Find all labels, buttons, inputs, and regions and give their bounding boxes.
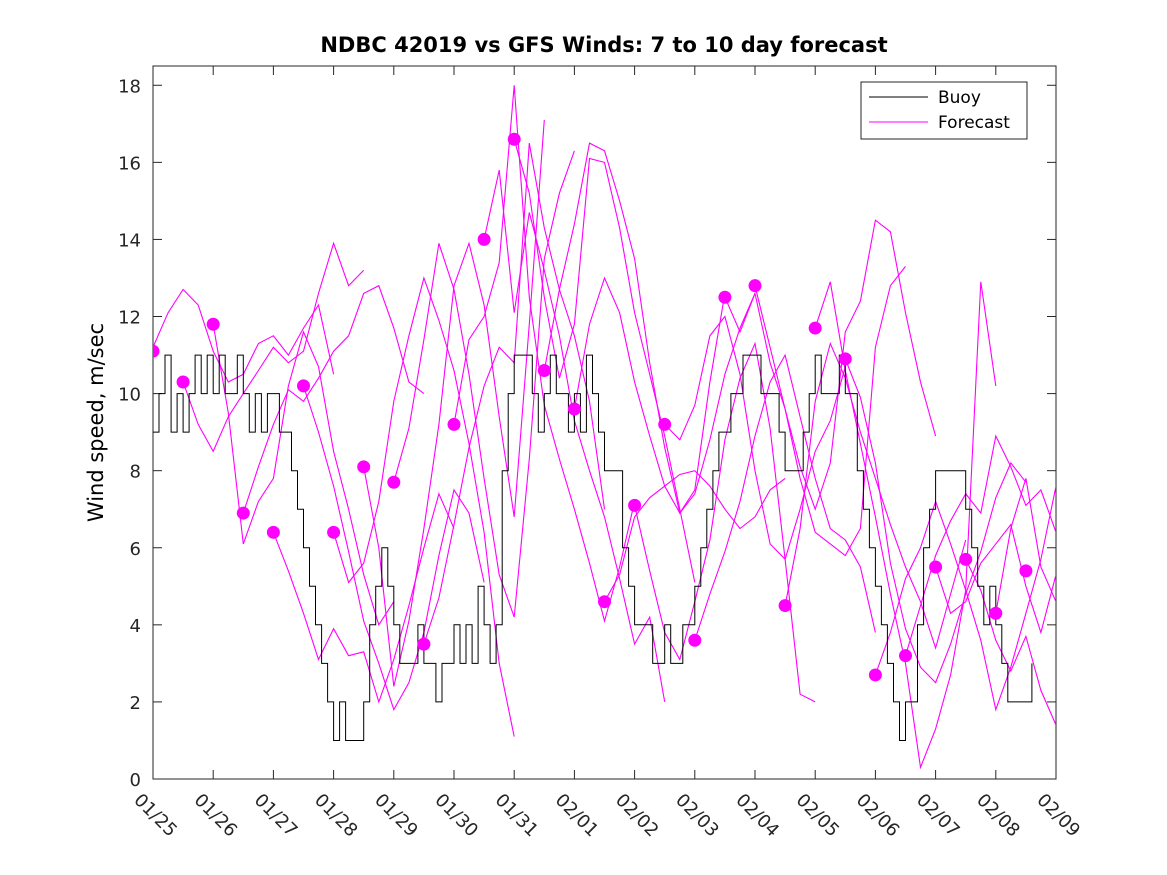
forecast-marker [266, 525, 280, 539]
forecast-series-line [393, 150, 575, 618]
forecast-markers [153, 132, 1033, 682]
forecast-series-line [995, 478, 1056, 614]
axes [152, 65, 1057, 780]
forecast-series-line [784, 341, 967, 650]
forecast-marker [718, 290, 732, 304]
chart-title: NDBC 42019 vs GFS Winds: 7 to 10 day for… [320, 33, 887, 57]
forecast-series-line [724, 266, 906, 557]
axes-frame [152, 65, 1057, 780]
forecast-marker [899, 649, 912, 663]
legend-label-forecast: Forecast [938, 113, 1010, 133]
forecast-series-line [242, 284, 425, 514]
forecast-marker [357, 460, 371, 474]
forecast-marker [838, 352, 852, 366]
forecast-series-line [604, 470, 786, 602]
y-axis-ticks: 0 2 4 6 8 10 12 14 16 18 [118, 76, 1056, 791]
y-tick-label: 14 [118, 230, 141, 251]
y-tick-label: 0 [130, 770, 141, 791]
forecast-series-line [333, 276, 515, 737]
buoy-series [153, 354, 1033, 741]
forecast-marker [658, 417, 672, 431]
forecast-series-line [965, 559, 1056, 726]
forecast-marker [447, 417, 461, 431]
forecast-series-line [513, 139, 696, 583]
forecast-marker [537, 363, 551, 377]
y-axis-label: Wind speed, m/sec [84, 323, 108, 522]
y-tick-label: 4 [130, 616, 141, 637]
forecast-series-line [904, 434, 1056, 656]
forecast-series-line [272, 492, 455, 704]
forecast-marker [297, 379, 310, 393]
forecast-marker [236, 506, 250, 520]
forecast-marker [567, 402, 581, 416]
forecast-marker [598, 595, 611, 609]
forecast-marker [327, 525, 341, 539]
forecast-series-line [664, 315, 846, 561]
forecast-series-line [182, 241, 365, 453]
forecast-marker [206, 317, 220, 331]
forecast-marker [929, 560, 943, 574]
forecast-series-line [543, 142, 726, 515]
forecast-marker [1019, 564, 1033, 578]
forecast-marker [628, 498, 642, 512]
forecast-series-line [212, 324, 395, 627]
forecast-series-line [302, 385, 485, 711]
forecast-marker [778, 599, 792, 613]
forecast-marker [477, 232, 491, 246]
forecast-marker [176, 375, 190, 389]
legend: Buoy Forecast [860, 81, 1028, 140]
forecast-series-line [844, 358, 1027, 684]
forecast-series-line [694, 353, 876, 641]
forecast-marker [808, 321, 822, 335]
forecast-series-line [935, 523, 1056, 635]
y-tick-label: 2 [130, 693, 141, 714]
y-tick-label: 10 [118, 385, 141, 406]
forecast-marker [959, 552, 973, 566]
buoy-line [153, 354, 1033, 741]
plot-area [153, 85, 1056, 770]
forecast-marker [868, 668, 882, 682]
y-tick-label: 18 [118, 76, 141, 97]
forecast-marker [507, 132, 521, 146]
forecast-marker [748, 279, 762, 293]
y-tick-label: 12 [118, 308, 141, 329]
forecast-series-line [363, 119, 545, 687]
y-tick-label: 16 [118, 153, 141, 174]
legend-box [860, 81, 1028, 140]
y-tick-label: 6 [130, 539, 141, 560]
forecast-marker [688, 633, 702, 647]
forecast-marker [153, 344, 160, 358]
legend-label-buoy: Buoy [938, 88, 981, 108]
forecast-marker [989, 606, 1003, 620]
forecast-marker [387, 475, 401, 489]
forecast-series-line [754, 219, 937, 511]
forecast-series-line [874, 485, 1056, 712]
forecast-marker [417, 637, 431, 651]
y-tick-label: 8 [130, 462, 141, 483]
